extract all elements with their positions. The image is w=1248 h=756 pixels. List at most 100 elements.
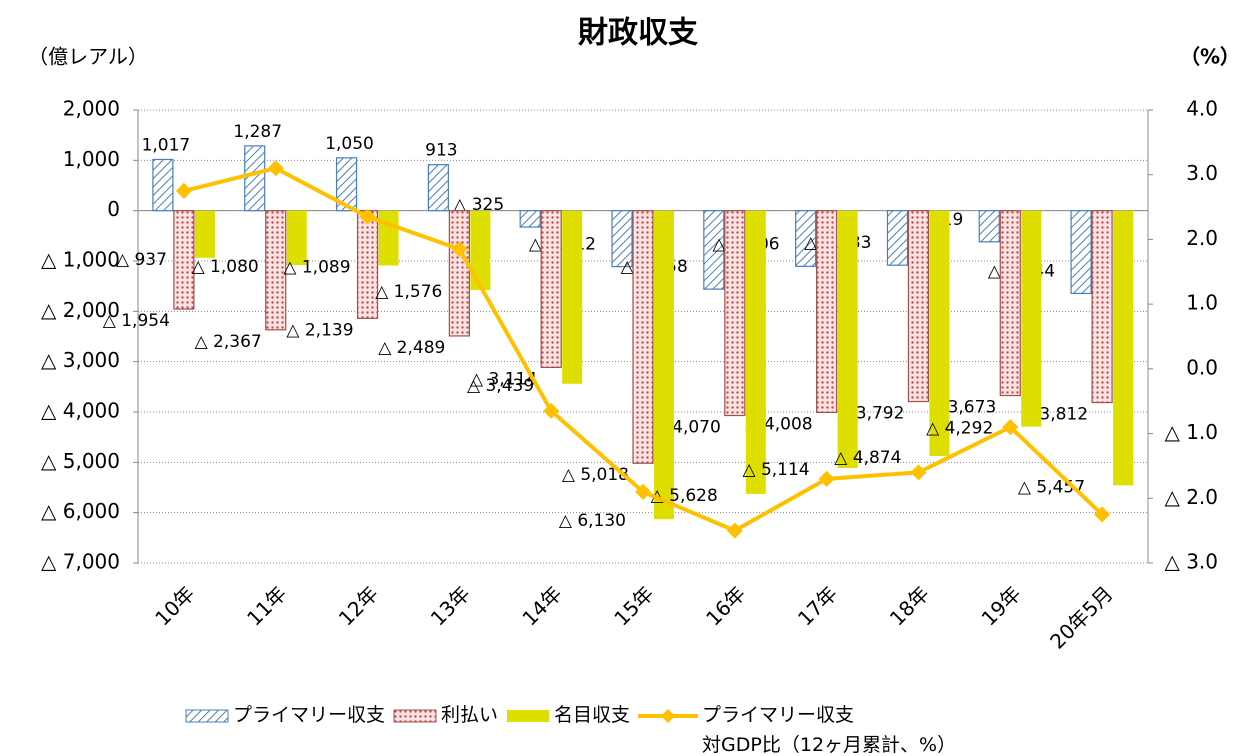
bar [632, 210, 654, 464]
data-label: △ 5,628 [651, 486, 718, 506]
bar [562, 210, 583, 384]
y2-tick-label: △ 1.0 [1164, 420, 1218, 444]
legend-label: プライマリー収支 [233, 704, 386, 726]
line-marker [1002, 419, 1019, 436]
line-marker [818, 470, 835, 487]
chart-title: 財政収支 [578, 16, 698, 51]
bar [1021, 210, 1042, 427]
bar [244, 145, 266, 212]
line-marker [267, 160, 284, 177]
line-marker [543, 402, 560, 419]
data-label: △ 6,130 [559, 511, 626, 531]
data-label: △ 3,439 [467, 376, 534, 396]
legend-label: プライマリー収支 対GDP比（12ヶ月累計、%） [702, 704, 957, 756]
x-tick-label: 18年 [885, 581, 934, 630]
bar [1091, 210, 1113, 404]
data-label: △ 1,089 [283, 257, 350, 277]
bar [356, 210, 379, 319]
data-label: 913 [425, 141, 457, 161]
y-tick-label: 0 [107, 197, 120, 221]
bar [929, 210, 950, 456]
x-tick-label: 12年 [334, 581, 383, 630]
x-tick-label: 11年 [242, 581, 291, 630]
data-label: △ 5,018 [562, 465, 629, 485]
line-marker [635, 483, 651, 500]
legend-item: 名目収支 [506, 704, 630, 730]
legend-box [393, 709, 437, 723]
legend-swatch [393, 709, 437, 723]
y-tick-label: 1,000 [63, 147, 120, 171]
y-tick-label: △ 1,000 [41, 248, 120, 272]
bar [795, 210, 817, 267]
legend-item: プライマリー収支 対GDP比（12ヶ月累計、%） [638, 704, 956, 756]
legend-box [507, 710, 550, 722]
y-tick-label: △ 2,000 [41, 298, 120, 322]
bar [907, 210, 930, 403]
bar [519, 210, 541, 228]
y-tick-label: △ 5,000 [41, 449, 120, 473]
bar [194, 210, 215, 258]
data-label: △ 5,114 [742, 460, 809, 480]
data-label: △ 1,080 [192, 257, 259, 277]
x-tick-label: 20年5月 [1045, 581, 1117, 653]
y-axis-label: （億レアル） [28, 45, 148, 69]
bar [427, 164, 449, 212]
y2-tick-label: 3.0 [1186, 161, 1218, 185]
bar [816, 210, 838, 414]
y-tick-label: △ 6,000 [41, 499, 120, 523]
data-label: 1,017 [142, 135, 191, 155]
line-marker [175, 182, 192, 199]
legend-swatch [638, 709, 699, 723]
data-label: △ 2,139 [286, 320, 353, 340]
legend-item: 利払い [393, 704, 498, 730]
y2-tick-label: 4.0 [1186, 97, 1218, 121]
data-label: △ 2,367 [195, 332, 262, 352]
legend-item: プライマリー収支 [185, 704, 385, 730]
line-marker [910, 464, 927, 481]
y2-tick-label: △ 3.0 [1164, 550, 1218, 574]
bar [265, 210, 287, 331]
data-label: △ 1,954 [103, 311, 170, 331]
data-label: △ 4,292 [926, 419, 993, 439]
x-tick-label: 15年 [609, 581, 658, 630]
y-tick-label: 2,000 [63, 97, 120, 121]
chart: 財政収支 （億レアル） （%） 2,000 1,000 0 △ 1,000 △ 2,00… [28, 16, 1240, 654]
bar [1070, 210, 1092, 295]
y2-tick-label: 0.0 [1186, 355, 1218, 379]
bar [470, 210, 491, 290]
bar [724, 210, 746, 417]
legend-label: 名目収支 [554, 704, 631, 726]
y-tick-label: △ 4,000 [41, 399, 120, 423]
y2-tick-label: △ 2.0 [1164, 485, 1218, 509]
bar [335, 157, 358, 212]
bar [448, 210, 470, 337]
bar [978, 210, 1000, 243]
line-marker [726, 522, 743, 539]
line-marker [1094, 506, 1111, 523]
data-label: △ 1,576 [375, 282, 442, 302]
bar [378, 210, 399, 266]
legend-marker [661, 709, 676, 723]
bar [152, 158, 174, 212]
bar [745, 210, 766, 494]
x-tick-label: 10年 [150, 581, 199, 630]
data-label: 1,050 [325, 134, 374, 154]
bar [703, 210, 725, 290]
bar [999, 210, 1021, 397]
y2-axis-label: （%） [1180, 45, 1240, 69]
legend: プライマリー収支 利払い 名目収支 プライマリー収支 対GDP比（12ヶ月累計、%） [185, 704, 964, 756]
y2-tick-label: 1.0 [1186, 291, 1218, 315]
data-label: △ 2,489 [378, 338, 445, 358]
bar [173, 210, 195, 310]
y-tick-label: △ 3,000 [41, 348, 120, 372]
line-marker [451, 241, 468, 258]
legend-box [185, 709, 229, 723]
legend-swatch [507, 710, 550, 722]
bar [286, 210, 307, 266]
data-label: △ 4,874 [834, 448, 901, 468]
bar [654, 210, 674, 520]
x-tick-label: 14年 [517, 581, 566, 630]
data-label: △ 937 [116, 250, 167, 270]
bar [886, 210, 909, 266]
